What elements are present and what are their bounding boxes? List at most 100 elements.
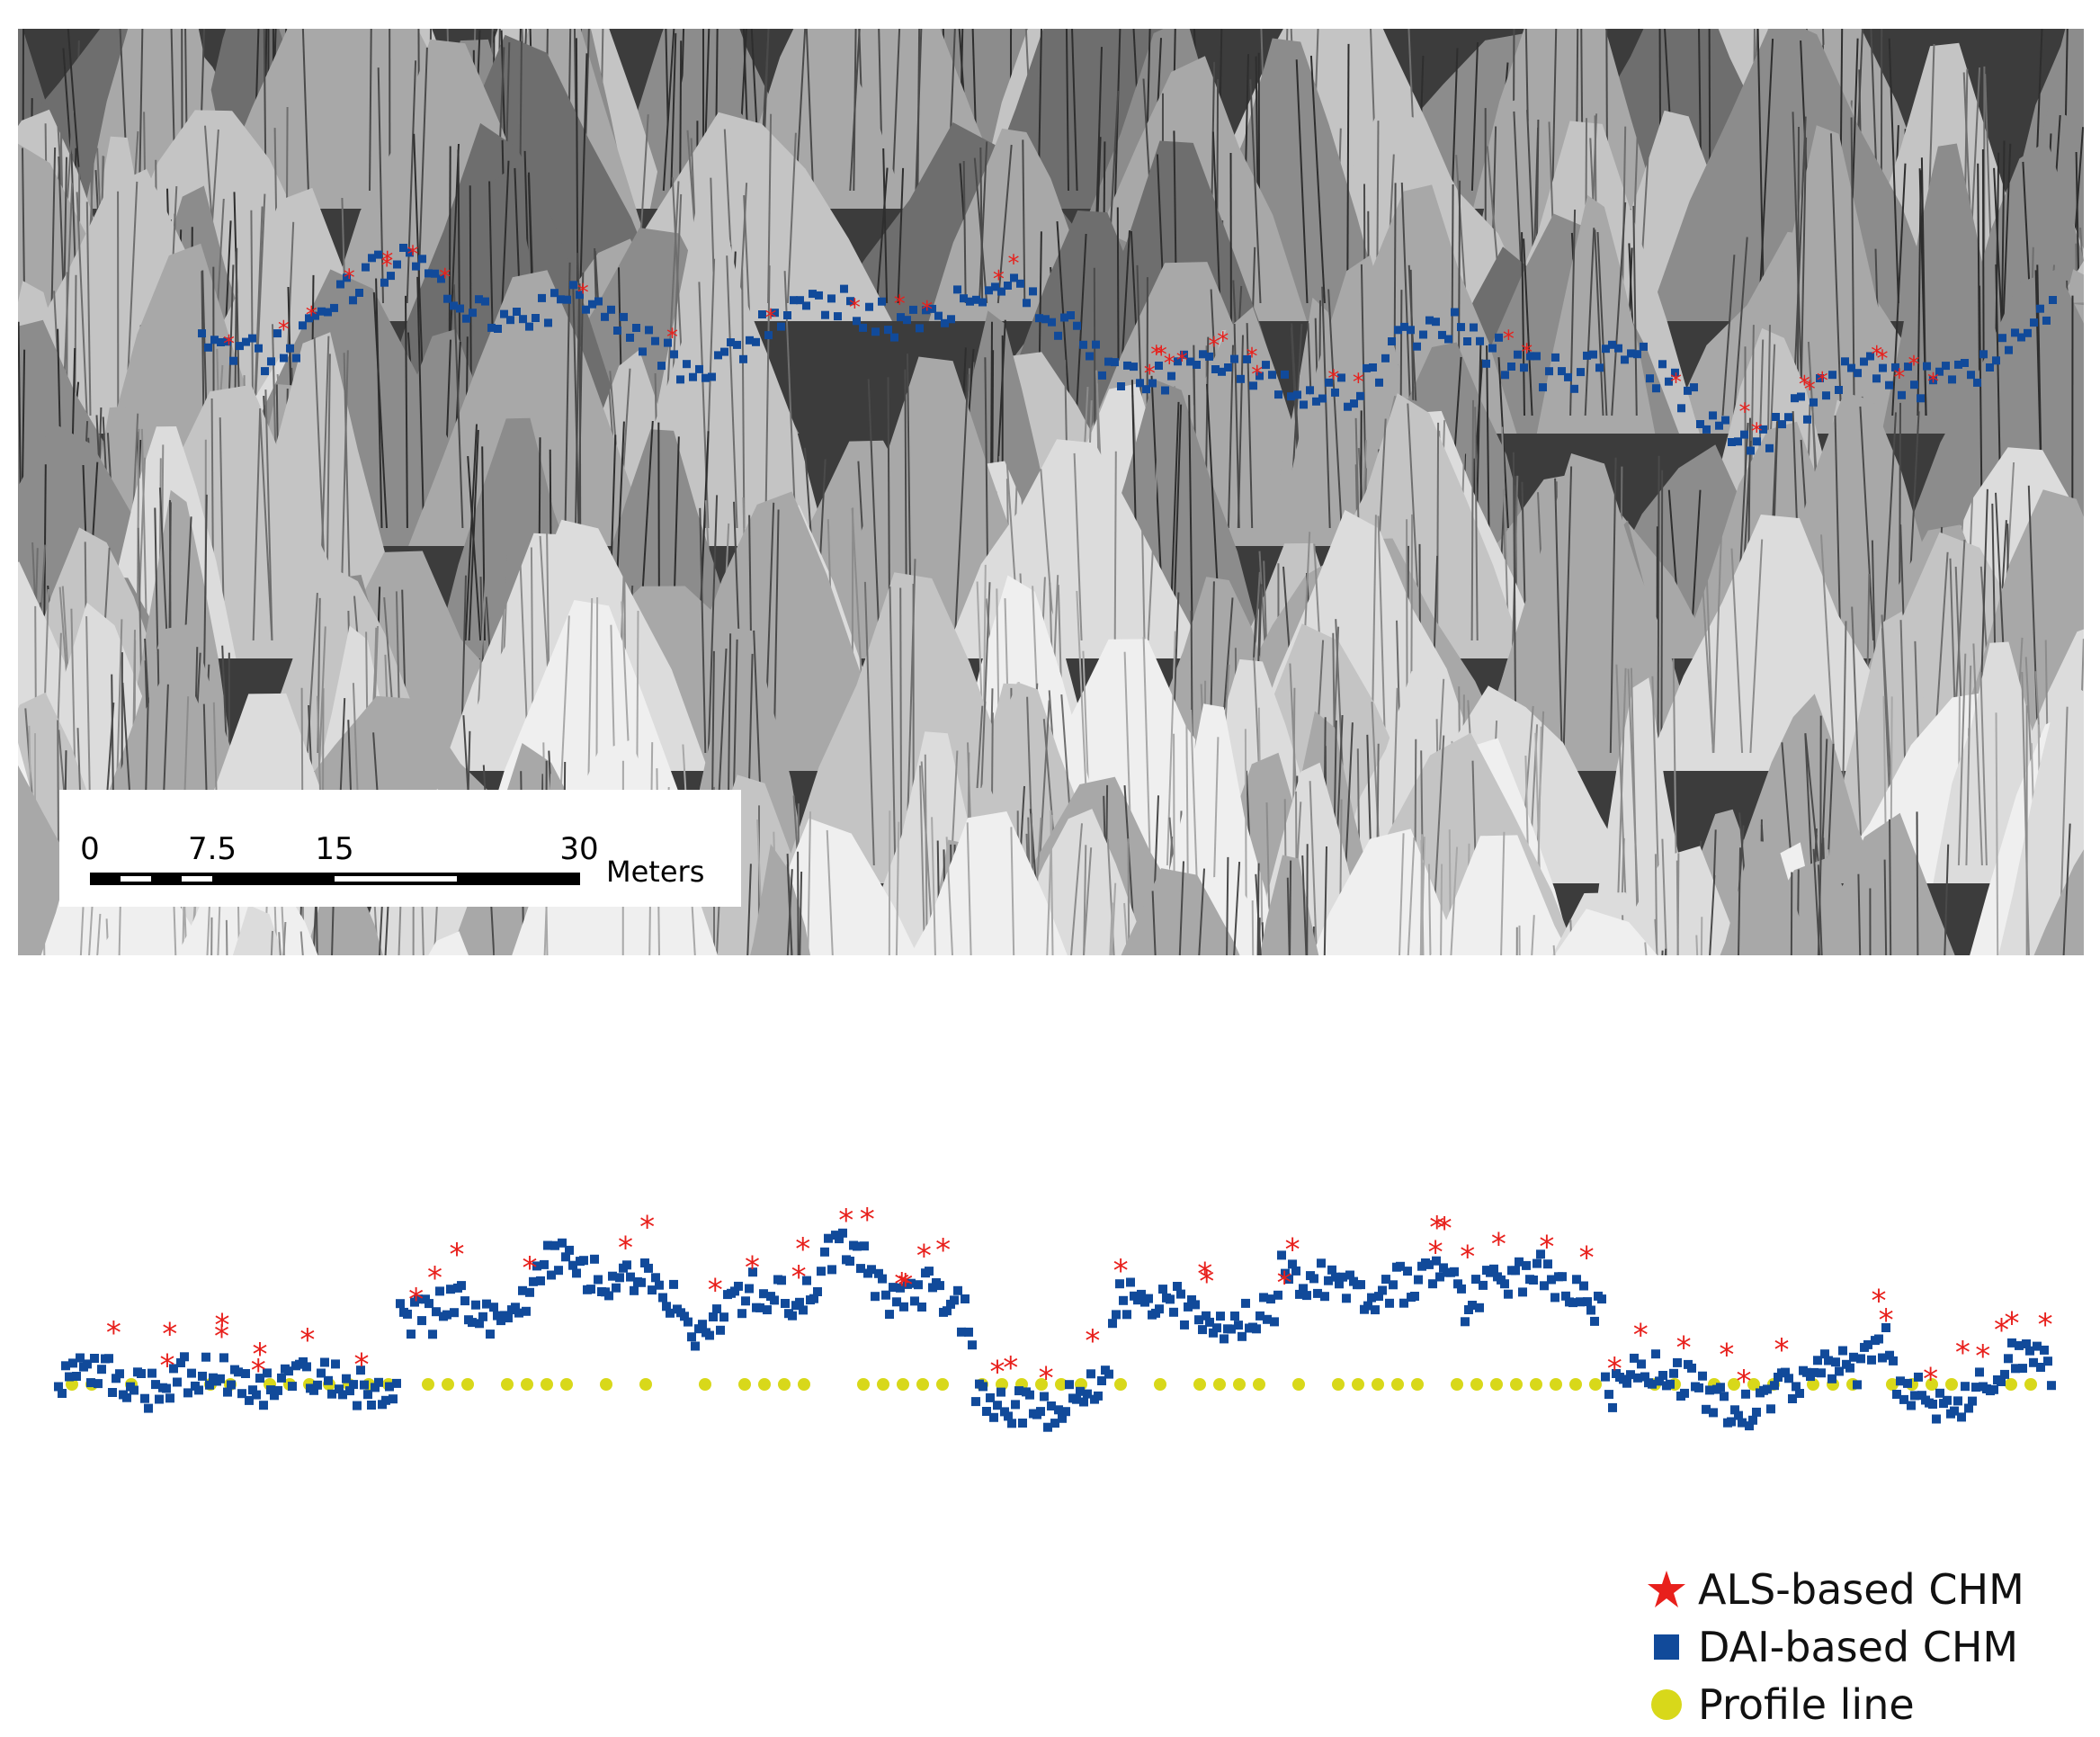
terrain-streak [1166,631,1176,866]
als-chm-point: * [253,1337,268,1373]
als-chm-point: * [354,1348,370,1383]
dai-chm-point [428,1330,437,1339]
terrain-streak [799,871,803,955]
dai-chm-point [2004,1354,2013,1364]
terrain-dai-point [909,305,917,314]
dai-chm-point [1025,1390,1034,1400]
terrain-als-point: * [1877,346,1889,373]
dai-chm-point [982,1407,991,1416]
terrain-streak [1450,846,1459,955]
terrain-streak [863,581,875,866]
dai-chm-point [770,1295,779,1305]
dai-chm-point [996,1387,1005,1397]
profile-line-point [936,1378,949,1391]
terrain-streak [1233,862,1241,955]
dai-chm-point [961,1294,970,1303]
als-chm-point: * [299,1322,315,1358]
terrain-streak [1071,29,1078,192]
dai-chm-point [1770,1381,1779,1391]
terrain-streak [966,822,972,955]
terrain-dai-point [1665,377,1673,386]
terrain-streak [1758,39,1774,304]
terrain-dai-point [676,375,684,384]
terrain-dai-point [1243,354,1251,363]
dai-chm-point [83,1359,92,1369]
terrain-dai-point [783,311,791,319]
scale-units-label: Meters [606,855,705,889]
terrain-dai-point [1595,363,1604,372]
terrain-dai-point [393,260,401,269]
terrain-streak [210,917,213,955]
als-chm-point: * [1428,1234,1443,1270]
terrain-streak [1398,833,1405,955]
terrain-streak [375,278,383,529]
dai-chm-point [493,1311,502,1321]
dai-chm-point [540,1259,549,1269]
dai-chm-point [1885,1350,1894,1360]
terrain-streak [1812,848,1821,955]
dai-chm-point [856,1264,865,1274]
terrain-dai-point [1891,363,1899,372]
dai-chm-point [309,1385,318,1395]
terrain-dai-point [1684,386,1692,395]
dai-chm-point [1479,1280,1488,1290]
terrain-streak [1022,139,1026,304]
dai-chm-point [910,1296,919,1306]
dai-chm-point [1673,1357,1682,1367]
dai-chm-point [374,1377,383,1387]
als-chm-point: * [1113,1253,1129,1289]
terrain-als-point: * [1908,352,1920,379]
terrain-streak [1038,700,1050,866]
terrain-dai-point [1010,273,1018,282]
terrain-dai-point [1432,318,1440,327]
als-chm-point: * [1085,1323,1100,1359]
profile-line-point [1035,1378,1048,1391]
terrain-dai-point [1765,443,1774,452]
terrain-dai-point [1060,313,1068,322]
terrain-peak [2033,849,2084,955]
dai-chm-point [1997,1377,2006,1386]
dai-chm-point [403,1309,412,1319]
dai-chm-point [1205,1317,1214,1327]
dai-chm-point [2040,1345,2049,1355]
dai-chm-point [1943,1395,1952,1405]
terrain-dai-point [1344,402,1352,411]
terrain-dai-point [1180,350,1188,359]
terrain-dai-point [1539,383,1547,392]
als-chm-point: * [2038,1307,2053,1343]
profile-line-point [758,1378,771,1391]
terrain-streak [578,53,588,304]
terrain-dai-point [2030,318,2038,327]
profile-line-point [1352,1378,1364,1391]
terrain-streak [118,892,122,955]
dai-chm-point [1838,1346,1847,1356]
dai-chm-point [777,1276,786,1285]
terrain-dai-point [613,327,621,335]
terrain-dai-point [733,340,741,349]
dai-chm-point [1669,1368,1678,1378]
dai-chm-point [1680,1388,1689,1398]
terrain-dai-point [1400,322,1408,331]
terrain-streak [1323,846,1327,955]
terrain-dai-point [1721,416,1729,425]
dai-chm-point [1741,1389,1750,1399]
terrain-streak [572,287,580,529]
terrain-dai-point [242,337,250,346]
terrain-streak [1448,829,1452,955]
terrain-dai-point [1646,374,1654,383]
terrain-dai-point [1791,394,1799,403]
als-chm-point: * [1994,1312,2009,1348]
dai-chm-point [1007,1419,1016,1428]
terrain-streak [76,192,88,416]
dai-chm-point [799,1305,808,1315]
terrain-streak [1551,29,1558,192]
dai-chm-point [1403,1267,1412,1276]
terrain-dai-point [1318,394,1327,403]
terrain-streak [1857,873,1862,955]
dai-chm-point [824,1233,833,1243]
terrain-dai-point [406,248,414,257]
dai-chm-point [1259,1293,1268,1303]
dai-chm-point [417,1316,426,1326]
dai-chm-point [1011,1400,1020,1410]
terrain-als-point: * [306,302,317,329]
